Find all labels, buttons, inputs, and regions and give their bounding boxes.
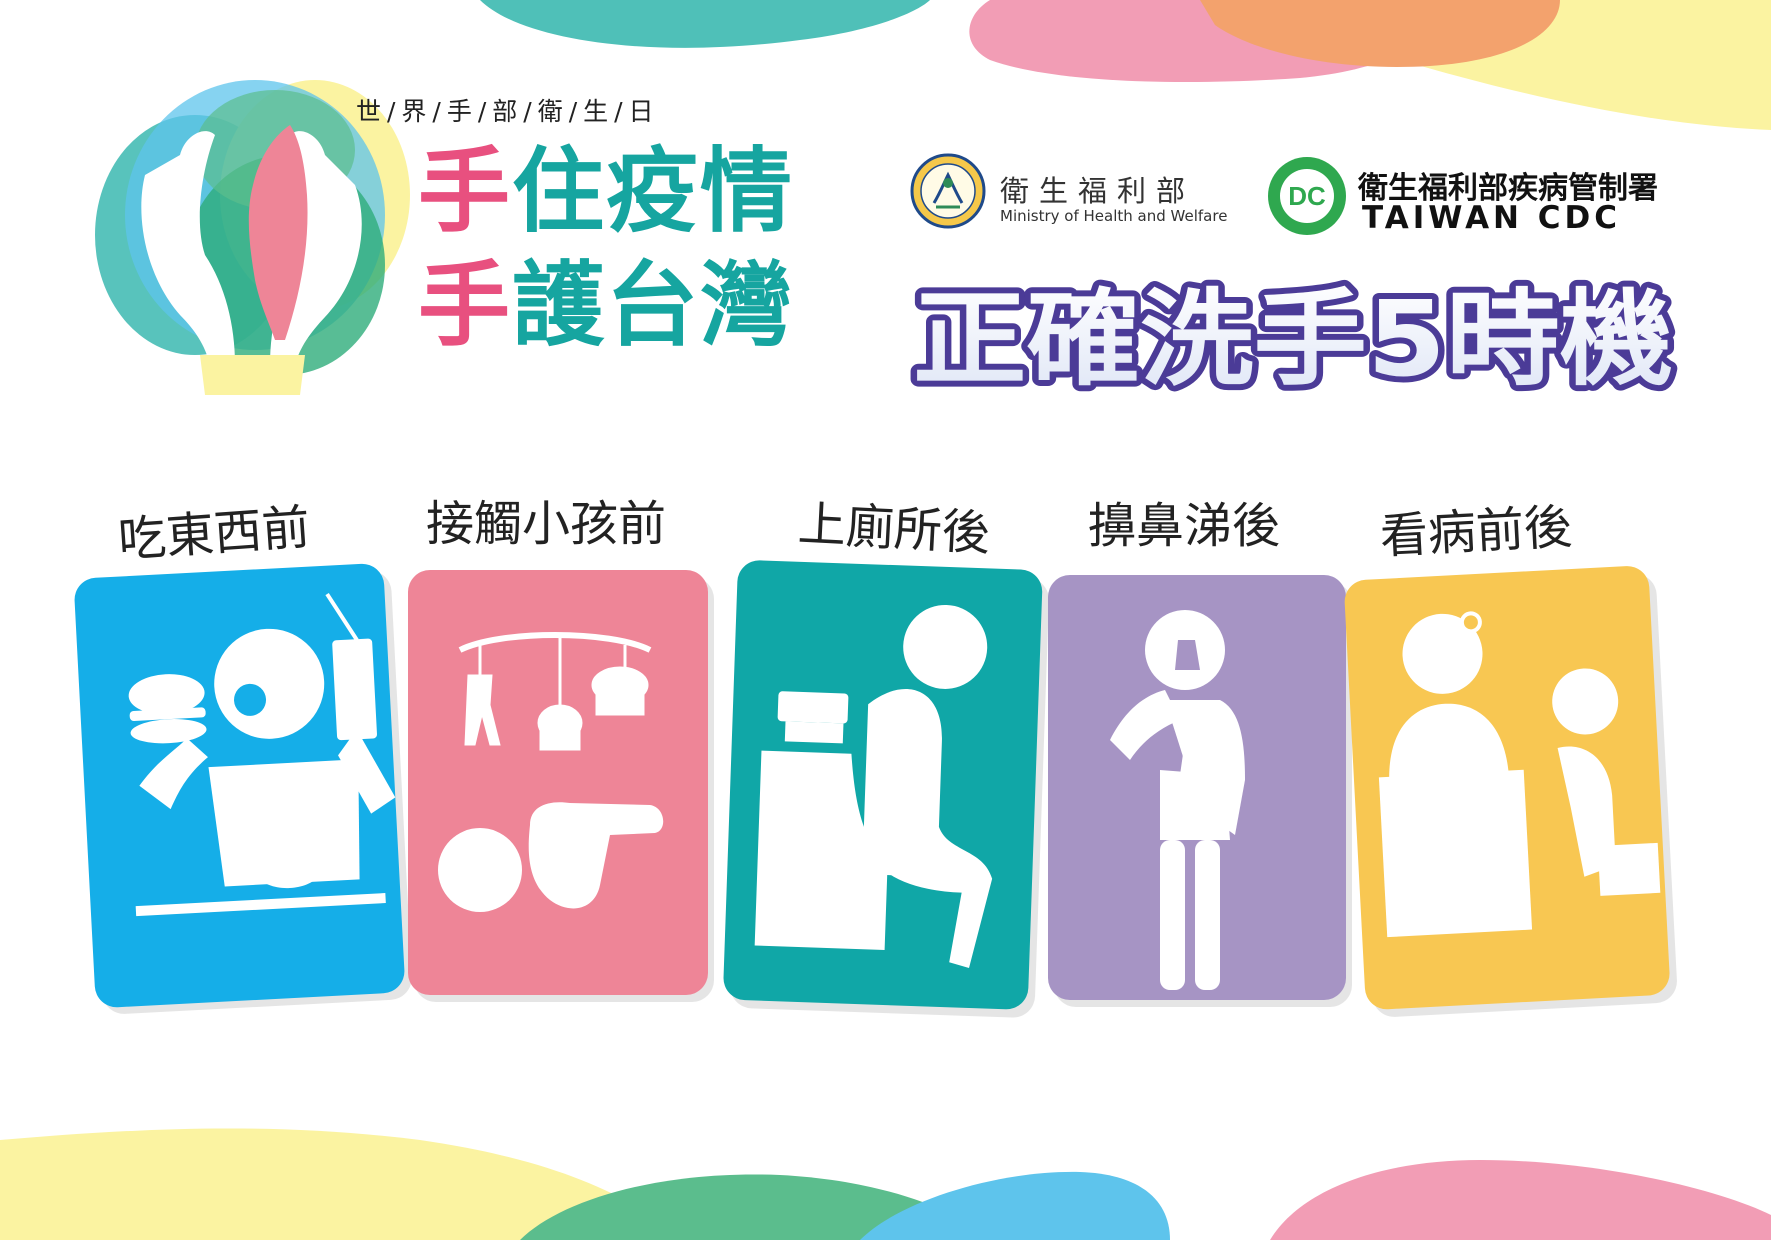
slogan-line-2-hand: 手 [418, 252, 513, 359]
doctor-visit-icon [1378, 611, 1661, 938]
blob-pink-bottom [1270, 1160, 1771, 1240]
headline-text: 正確洗手5時機 [913, 278, 1673, 400]
slogan-line-1-rest: 住疫情 [512, 138, 795, 245]
taiwan-cdc-badge-icon: DC [1268, 157, 1346, 235]
cdc-badge-letters: DC [1288, 181, 1326, 211]
blob-green-bottom [520, 1174, 990, 1240]
slogan-line-2: 手護台灣 [418, 260, 794, 352]
hands-taiwan-emblem [95, 80, 410, 395]
baby-icon [438, 632, 664, 912]
eating-icon [128, 592, 396, 917]
moment-card-5 [1344, 566, 1677, 1017]
toilet-icon [754, 604, 993, 968]
moment-card-4 [1048, 575, 1352, 1007]
cdc-name-zh: 衛生福利部疾病管制署 [1358, 171, 1658, 206]
mohw-seal-icon [910, 153, 986, 229]
blob-blue-bottom [860, 1171, 1170, 1240]
blob-teal-top [480, 0, 930, 48]
moment-label-2: 接觸小孩前 [426, 496, 667, 552]
moment-label-4: 擤鼻涕後 [1088, 498, 1281, 554]
nose-blowing-icon [1110, 610, 1245, 990]
slogan-line-2-rest: 護台灣 [512, 252, 795, 359]
cdc-name-en: TAIWAN CDC [1362, 200, 1622, 236]
moment-card-3 [723, 560, 1049, 1018]
mohw-name-en: Ministry of Health and Welfare [1000, 207, 1228, 225]
slogan-line-1-hand: 手 [418, 138, 513, 245]
mohw-name-zh: 衛生福利部 [1000, 174, 1196, 208]
slogan-line-1: 手住疫情 [418, 146, 794, 238]
headline-banner: 正確洗手5時機 [907, 272, 1679, 406]
moment-card-1 [74, 563, 412, 1014]
event-subtitle: 世/界/手/部/衛/生/日 [356, 97, 660, 126]
blob-yellow-bottom [0, 1128, 680, 1240]
blob-orange-top [1200, 0, 1560, 67]
moment-card-2 [408, 570, 714, 1002]
